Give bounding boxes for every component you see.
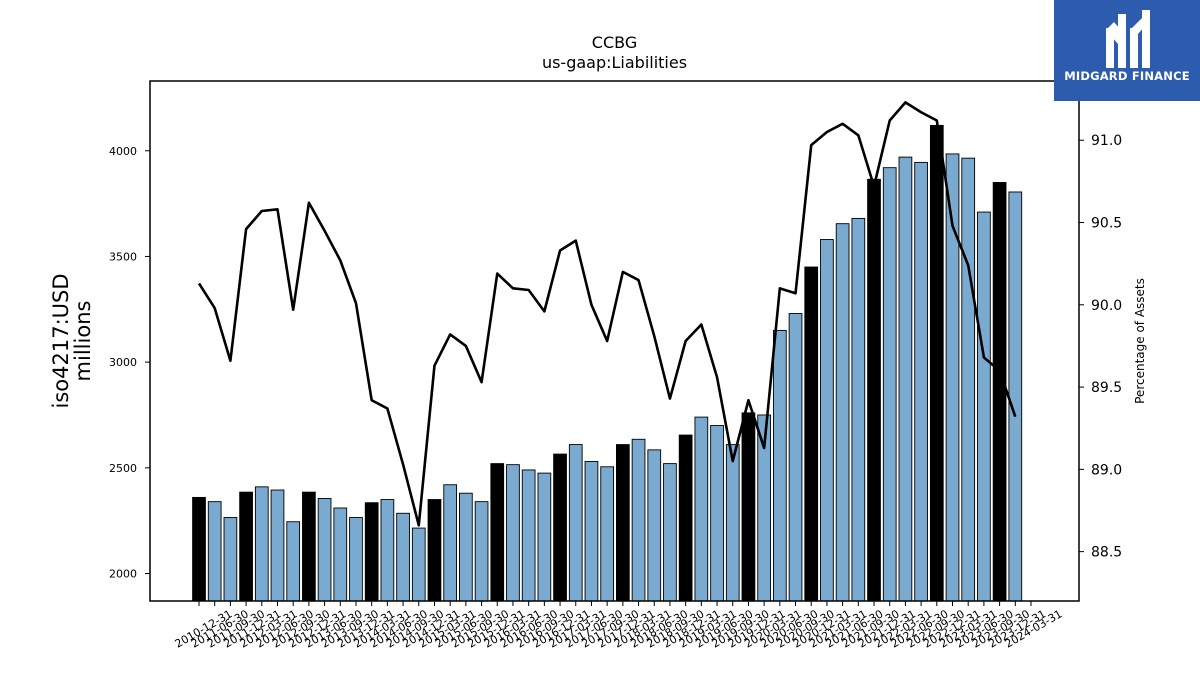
bar-2018-03-31 <box>647 449 662 602</box>
bar-2014-06-30 <box>411 527 426 602</box>
brand-name: MIDGARD FINANCE <box>1064 69 1190 83</box>
bar-2011-03-31 <box>207 501 222 602</box>
bar-2012-06-30 <box>286 521 301 602</box>
bar-2013-09-30 <box>364 502 379 602</box>
bar-2020-12-31 <box>820 239 834 602</box>
y-tick-label: 2000 <box>109 568 137 581</box>
bar-2017-03-31 <box>584 461 599 602</box>
x-axis: 2010-12-312011-06-302011-09-302011-12-31… <box>173 601 1065 651</box>
bar-2023-03-31 <box>961 157 976 602</box>
midgard-m-logo-icon <box>1106 10 1150 68</box>
bar-2021-06-30 <box>851 217 866 602</box>
bar-2016-06-30 <box>537 472 552 602</box>
y2-tick-label: 88.5 <box>1091 545 1122 561</box>
bar-2023-06-30 <box>977 211 991 602</box>
bar-2012-09-30 <box>302 491 316 602</box>
bar-2017-12-31 <box>631 438 646 602</box>
percentage-line <box>197 101 1017 527</box>
bar-2022-03-31 <box>898 156 913 602</box>
bar-2020-03-31 <box>772 329 787 602</box>
bar-2013-03-31 <box>333 507 348 602</box>
bar-2020-06-30 <box>788 313 803 602</box>
bar-2011-09-30 <box>239 491 253 602</box>
bar-2013-06-30 <box>349 517 363 602</box>
bar-series <box>192 124 1023 602</box>
y-tick-label: 4000 <box>109 145 137 158</box>
bar-2016-03-31 <box>521 469 536 602</box>
bar-2010-12-31 <box>192 496 206 602</box>
brand-logo: MIDGARD FINANCE <box>1054 0 1200 101</box>
bar-2013-12-31 <box>380 499 395 602</box>
bar-2020-09-30 <box>804 266 819 602</box>
y2-tick-label: 90.5 <box>1091 216 1122 232</box>
bar-2012-12-31 <box>317 498 332 602</box>
y-axis-left: 2000 2500 3000 3500 4000 <box>109 145 150 581</box>
bar-2014-12-31 <box>443 484 458 602</box>
bar-2011-12-31 <box>254 486 269 602</box>
y2-tick-label: 89.5 <box>1091 380 1122 396</box>
y-tick-label: 3500 <box>109 250 137 263</box>
bar-2017-06-30 <box>600 466 615 602</box>
bar-2016-09-30 <box>553 453 567 602</box>
y-tick-label: 3000 <box>109 356 137 369</box>
y-tick-label: 2500 <box>109 462 137 475</box>
bar-2022-06-30 <box>914 161 928 602</box>
bar-2012-03-31 <box>270 489 285 602</box>
bar-2022-09-30 <box>929 124 944 602</box>
bar-2015-06-30 <box>474 501 489 602</box>
bar-2021-09-30 <box>867 178 881 602</box>
bar-2019-09-30 <box>741 412 756 602</box>
y2-tick-label: 90.0 <box>1091 298 1122 314</box>
bar-2019-03-31 <box>710 425 724 602</box>
bar-2017-09-30 <box>616 444 630 602</box>
bar-2021-03-31 <box>835 223 850 602</box>
bar-2015-03-31 <box>459 492 473 602</box>
plot-frame <box>149 80 1080 602</box>
bar-2018-06-30 <box>663 463 677 602</box>
y-axis-right: 88.5 89.0 89.5 90.0 90.5 91.0 <box>1079 133 1122 561</box>
y2-tick-label: 89.0 <box>1091 462 1122 478</box>
y2-tick-label: 91.0 <box>1091 133 1122 149</box>
chart-subtitle: us-gaap:Liabilities <box>542 53 687 72</box>
bar-2018-09-30 <box>678 434 693 602</box>
bar-2018-12-31 <box>694 416 709 602</box>
bar-2021-12-31 <box>882 167 897 602</box>
bar-2023-09-30 <box>992 182 1007 602</box>
chart-title: CCBG <box>592 33 637 52</box>
bar-2016-12-31 <box>568 444 583 602</box>
bar-2011-06-30 <box>223 517 238 602</box>
bar-2019-06-30 <box>725 444 740 602</box>
bar-2014-09-30 <box>427 499 442 602</box>
bar-2023-12-31 <box>1008 191 1023 602</box>
bar-2015-09-30 <box>490 463 505 602</box>
y2-axis-label: Percentage of Assets <box>1133 278 1147 404</box>
bar-2015-12-31 <box>506 464 520 602</box>
bar-2014-03-31 <box>396 512 410 602</box>
y-axis-label: iso4217:USDmillions <box>49 273 95 408</box>
